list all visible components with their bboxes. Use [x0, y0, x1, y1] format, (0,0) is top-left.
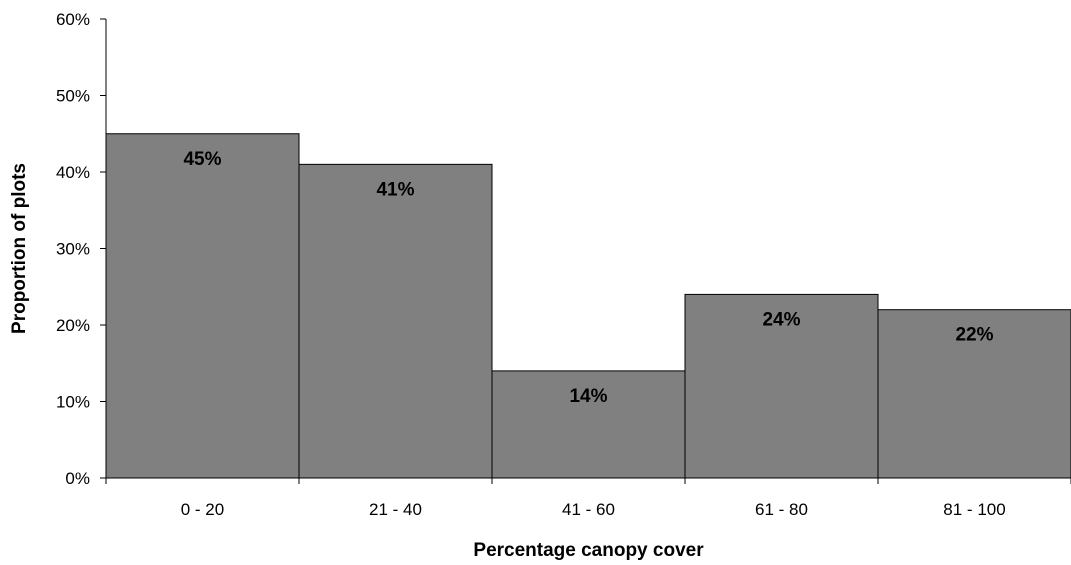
data-label: 41% — [376, 179, 414, 200]
y-axis-ticks: 0% 10% 20% 30% 40% 50% 60% — [56, 10, 106, 488]
y-tick-label: 40% — [56, 163, 90, 182]
x-tick-label: 61 - 80 — [755, 500, 808, 519]
y-tick-label: 30% — [56, 240, 90, 259]
data-label: 14% — [569, 386, 607, 407]
y-tick-label: 60% — [56, 10, 90, 29]
data-label: 22% — [955, 325, 993, 346]
y-tick-label: 20% — [56, 316, 90, 335]
data-label: 24% — [762, 309, 800, 330]
x-tick-label: 0 - 20 — [181, 500, 224, 519]
bars-group — [105, 133, 1071, 479]
data-label: 45% — [183, 149, 221, 170]
bar — [105, 133, 300, 479]
data-labels-group: 45% 41% 14% 24% 22% — [183, 149, 993, 407]
x-tick-label: 21 - 40 — [369, 500, 422, 519]
y-axis-title: Proportion of plots — [9, 163, 30, 334]
x-axis-title: Percentage canopy cover — [473, 540, 704, 561]
x-tick-label: 81 - 100 — [943, 500, 1005, 519]
y-tick-label: 10% — [56, 393, 90, 412]
bar — [298, 163, 493, 479]
bar — [684, 293, 879, 479]
x-axis-ticks: 0 - 20 21 - 40 41 - 60 61 - 80 81 - 100 — [105, 478, 1071, 519]
x-tick-label: 41 - 60 — [562, 500, 615, 519]
y-tick-label: 0% — [65, 469, 90, 488]
y-tick-label: 50% — [56, 87, 90, 106]
bar — [491, 370, 686, 479]
